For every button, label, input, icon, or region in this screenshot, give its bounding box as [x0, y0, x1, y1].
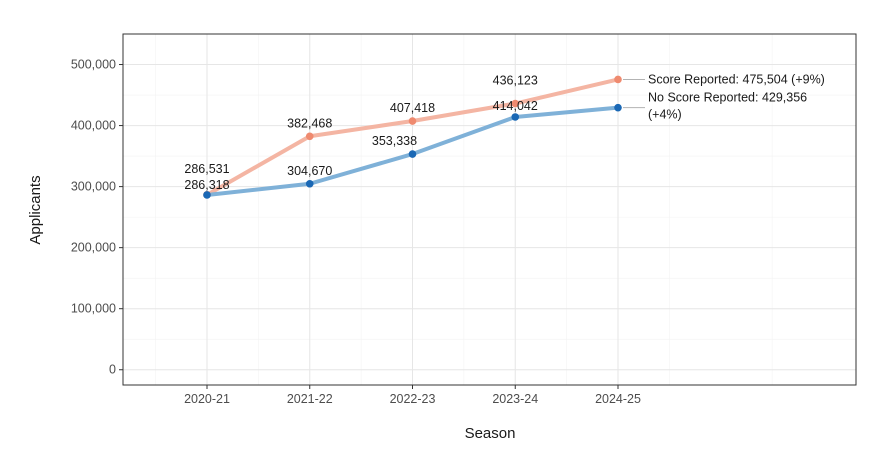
data-label-noscore: 414,042	[493, 99, 538, 113]
data-label-score: 286,531	[184, 162, 229, 176]
end-label-score: Score Reported: 475,504 (+9%)	[648, 72, 825, 86]
x-tick-label: 2020-21	[184, 392, 230, 406]
end-label-noscore: (+4%)	[648, 108, 682, 122]
data-label-score: 382,468	[287, 116, 332, 130]
data-point-score	[511, 99, 520, 108]
y-tick-label: 500,000	[71, 58, 116, 72]
data-labels: 286,531 382,468 407,418 436,123 286,318 304,6…	[184, 72, 824, 191]
data-label-noscore: 353,338	[372, 134, 417, 148]
x-tick-label: 2023-24	[492, 392, 538, 406]
data-point-score	[614, 75, 622, 84]
data-point-noscore	[408, 150, 417, 158]
y-axis-ticks: 0 100,000 200,000 300,000 400,000 500,000	[71, 58, 123, 377]
end-label-noscore: No Score Reported: 429,356	[648, 91, 807, 105]
series-layer	[203, 75, 622, 199]
y-tick-label: 0	[109, 363, 116, 377]
data-point-noscore	[203, 191, 211, 199]
y-tick-label: 100,000	[71, 302, 116, 316]
x-tick-label: 2022-23	[390, 392, 436, 406]
plot-panel-background	[123, 34, 856, 385]
y-tick-label: 300,000	[71, 180, 116, 194]
data-point-score	[305, 132, 314, 141]
data-point-score	[408, 117, 417, 125]
y-tick-label: 200,000	[71, 241, 116, 255]
x-axis-title: Season	[465, 425, 516, 442]
x-axis-ticks: 2020-21 2021-22 2022-23 2023-24 2024-25	[184, 385, 641, 406]
data-label-noscore: 286,318	[184, 178, 229, 192]
data-point-noscore	[305, 179, 314, 188]
data-point-noscore	[614, 103, 622, 112]
data-label-score: 436,123	[493, 74, 538, 88]
y-tick-label: 400,000	[71, 119, 116, 133]
y-axis-title: Applicants	[27, 175, 44, 244]
x-tick-label: 2021-22	[287, 392, 333, 406]
data-label-noscore: 304,670	[287, 164, 332, 178]
plot-panel-border	[122, 33, 857, 386]
data-point-noscore	[511, 113, 520, 121]
data-label-score: 407,418	[390, 101, 435, 115]
x-tick-label: 2024-25	[595, 392, 641, 406]
